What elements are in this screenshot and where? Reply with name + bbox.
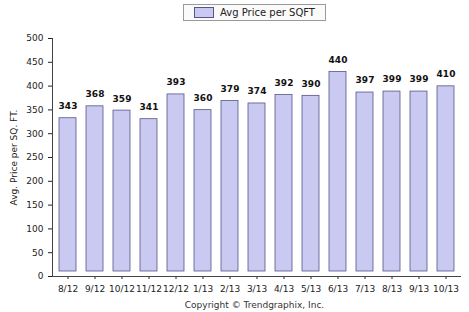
svg-text:350: 350: [26, 105, 43, 115]
svg-text:3/13: 3/13: [247, 284, 267, 294]
svg-text:390: 390: [302, 79, 321, 89]
svg-text:8/12: 8/12: [58, 284, 78, 294]
svg-text:368: 368: [86, 89, 105, 99]
svg-text:399: 399: [383, 74, 402, 84]
svg-text:300: 300: [26, 129, 43, 139]
svg-text:410: 410: [437, 69, 456, 79]
svg-text:50: 50: [32, 248, 44, 258]
svg-text:9/12: 9/12: [85, 284, 105, 294]
svg-text:8/13: 8/13: [382, 284, 402, 294]
svg-text:1/13: 1/13: [193, 284, 213, 294]
svg-text:100: 100: [26, 224, 43, 234]
svg-text:440: 440: [329, 55, 348, 65]
svg-text:4/13: 4/13: [274, 284, 294, 294]
svg-text:500: 500: [26, 33, 43, 43]
html-text:Avg Price per SQFT: Avg Price per SQFT: [220, 6, 315, 18]
svg-text:6/13: 6/13: [328, 284, 348, 294]
svg-text:392: 392: [275, 78, 294, 88]
svg-text:9/13: 9/13: [409, 284, 429, 294]
html-text:Copyright © Trendgraphix, Inc.: Copyright © Trendgraphix, Inc.: [184, 300, 325, 310]
svg-text:7/13: 7/13: [355, 284, 375, 294]
svg-text:200: 200: [26, 176, 43, 186]
svg-text:379: 379: [221, 84, 240, 94]
svg-text:5/13: 5/13: [301, 284, 321, 294]
svg-text:12/12: 12/12: [163, 284, 189, 294]
svg-text:359: 359: [113, 93, 132, 103]
svg-text:399: 399: [410, 74, 429, 84]
svg-text:Avg. Price per SQ. FT.: Avg. Price per SQ. FT.: [9, 110, 19, 206]
svg-text:397: 397: [356, 75, 375, 85]
svg-text:343: 343: [59, 101, 78, 111]
svg-text:360: 360: [194, 93, 213, 103]
svg-text:250: 250: [26, 152, 43, 162]
svg-text:0: 0: [38, 271, 44, 281]
svg-text:10/13: 10/13: [433, 284, 459, 294]
svg-text:150: 150: [26, 200, 43, 210]
svg-text:400: 400: [26, 81, 43, 91]
svg-text:374: 374: [248, 86, 267, 96]
svg-text:341: 341: [140, 102, 159, 112]
svg-text:10/12: 10/12: [109, 284, 135, 294]
svg-text:393: 393: [167, 77, 186, 87]
svg-text:450: 450: [26, 57, 43, 67]
svg-text:11/12: 11/12: [136, 284, 162, 294]
svg-text:2/13: 2/13: [220, 284, 240, 294]
